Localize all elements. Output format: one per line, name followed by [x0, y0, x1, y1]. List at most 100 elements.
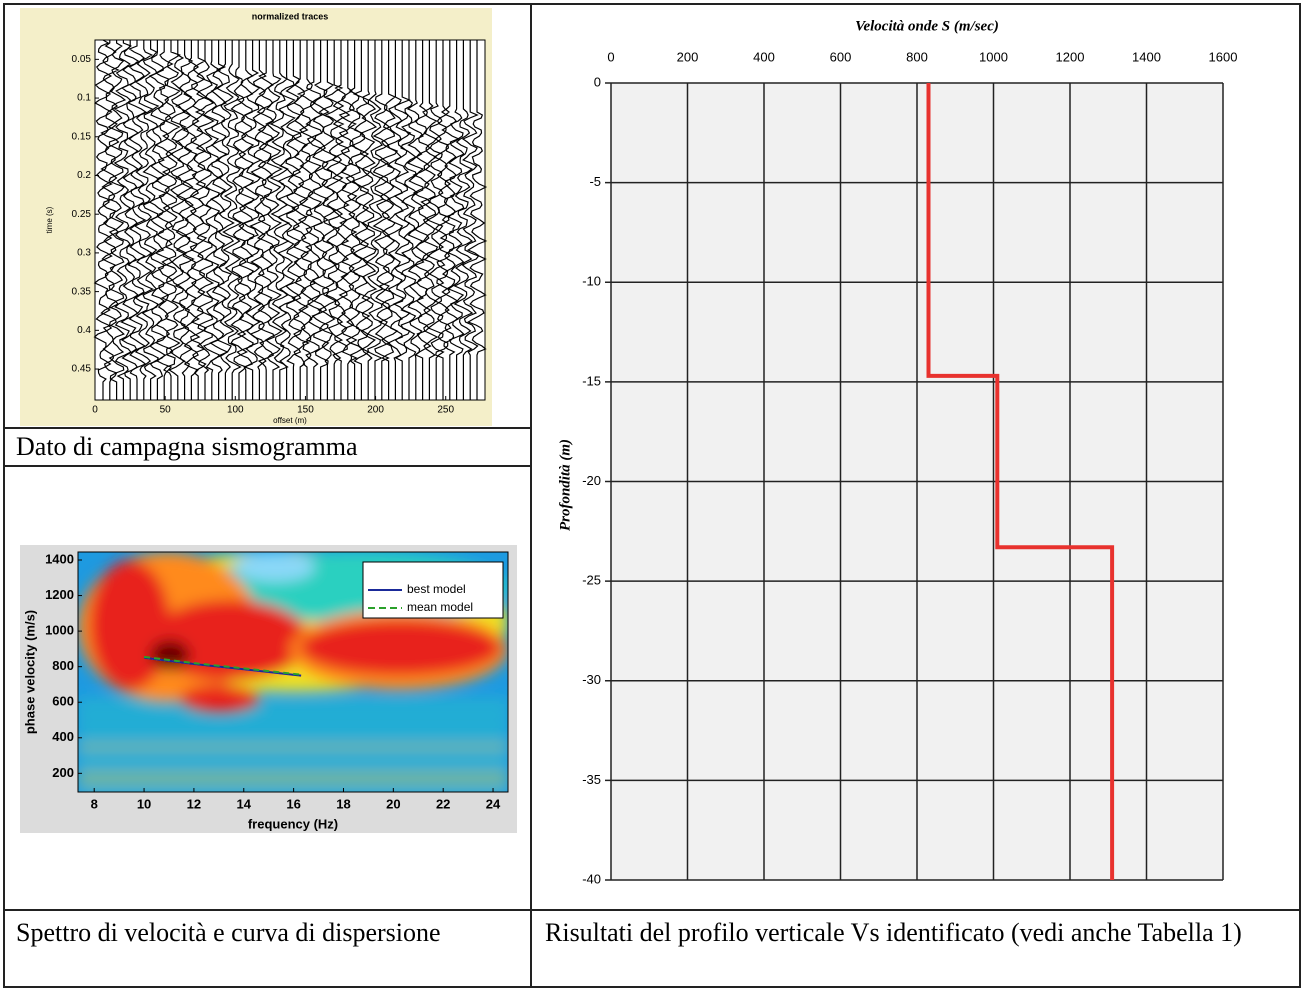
blob — [300, 620, 500, 675]
velocity-profile — [926, 83, 1115, 880]
band — [78, 736, 508, 740]
trace — [215, 40, 235, 400]
traces — [93, 39, 488, 400]
caption: Risultati del profilo verticale Vs ident… — [545, 918, 1242, 947]
frame — [77, 551, 509, 793]
trace — [120, 40, 140, 400]
legend-label: best model — [407, 582, 466, 596]
y-tick-label: 600 — [52, 694, 74, 709]
y-tick-label: 1000 — [45, 623, 74, 638]
y-tick-label: 0.35 — [72, 286, 92, 297]
x-tick-label: 1000 — [979, 49, 1008, 64]
y-tick-label: -35 — [582, 772, 601, 787]
y-tick-label: -15 — [582, 373, 601, 388]
blob — [150, 600, 310, 680]
trace — [194, 40, 215, 400]
trace — [311, 40, 330, 400]
y-tick-label: 1400 — [45, 551, 74, 566]
y-axis-label: Profondità (m) — [557, 439, 573, 531]
x-tick-label: 100 — [227, 405, 244, 416]
band — [78, 718, 508, 722]
x-tick-label: 12 — [187, 796, 201, 811]
trace — [133, 40, 154, 400]
trace — [160, 40, 181, 400]
trace — [222, 40, 243, 400]
trace — [141, 40, 160, 400]
band — [78, 709, 508, 713]
y-tick-label: 800 — [52, 658, 74, 673]
x-tick-label: 24 — [486, 796, 501, 811]
trace — [426, 40, 446, 400]
y-tick-label: -20 — [582, 473, 601, 488]
x-tick-label: 1600 — [1209, 49, 1238, 64]
legend-label: mean model — [407, 600, 473, 614]
x-tick-label: 1200 — [1056, 49, 1085, 64]
y-tick-label: 400 — [52, 729, 74, 744]
y-tick-label: 0.3 — [77, 248, 91, 259]
blob — [180, 685, 260, 713]
y-tick-label: 0.4 — [77, 325, 91, 336]
band — [78, 727, 508, 731]
trace — [126, 40, 147, 400]
y-tick-label: -25 — [582, 573, 601, 588]
trace — [174, 40, 195, 400]
x-tick-label: 600 — [830, 49, 852, 64]
y-tick-label: -30 — [582, 672, 601, 687]
trace — [386, 40, 404, 400]
y-tick-label: 0.2 — [77, 170, 91, 181]
blob — [150, 640, 190, 670]
trace — [372, 40, 392, 400]
y-tick-label: 0.25 — [72, 209, 92, 220]
trace — [249, 40, 268, 400]
trace — [107, 40, 127, 400]
y-tick-label: -5 — [589, 174, 601, 189]
trace — [154, 40, 174, 400]
x-tick-label: 800 — [906, 49, 928, 64]
x-tick-label: 18 — [336, 796, 350, 811]
band — [78, 754, 508, 758]
trace — [305, 40, 323, 400]
x-tick-label: 10 — [137, 796, 151, 811]
chart-title: normalized traces — [252, 11, 329, 21]
y-tick-label: 0.45 — [72, 364, 92, 375]
y-axis-label: time (s) — [45, 206, 54, 233]
table-borders — [3, 3, 1301, 988]
series-line — [143, 655, 302, 676]
x-tick-label: 200 — [367, 405, 384, 416]
trace — [263, 40, 283, 400]
x-tick-label: 22 — [436, 796, 450, 811]
band — [78, 781, 508, 785]
x-tick-label: 0 — [607, 49, 614, 64]
y-tick-label: 1200 — [45, 587, 74, 602]
y-tick-label: 0.05 — [72, 54, 92, 65]
trace — [400, 40, 419, 400]
trace — [338, 40, 358, 400]
y-tick-label: 0.15 — [72, 131, 92, 142]
caption: Spettro di velocità e curva di dispersio… — [16, 918, 441, 947]
trace — [461, 40, 480, 400]
band — [78, 763, 508, 767]
y-axis-label: phase velocity (m/s) — [22, 610, 37, 734]
y-tick-label: 200 — [52, 765, 74, 780]
trace — [230, 40, 249, 400]
caption: Dato di campagna sismogramma — [16, 432, 358, 461]
trace — [359, 40, 378, 400]
trace — [406, 40, 425, 400]
x-tick-label: 0 — [92, 405, 98, 416]
trace — [296, 40, 318, 400]
x-tick-label: 8 — [91, 796, 98, 811]
x-tick-label: 150 — [297, 405, 314, 416]
chart-title: Velocità onde S (m/sec) — [855, 18, 999, 34]
x-tick-label: 1400 — [1132, 49, 1161, 64]
trace — [420, 40, 439, 400]
y-tick-label: 0.1 — [77, 93, 91, 104]
spectrum — [78, 552, 508, 792]
band — [78, 772, 508, 776]
y-tick-label: -40 — [582, 871, 601, 886]
trace — [466, 40, 488, 400]
trace — [148, 40, 167, 400]
trace — [291, 40, 310, 400]
x-tick-label: 250 — [437, 405, 454, 416]
